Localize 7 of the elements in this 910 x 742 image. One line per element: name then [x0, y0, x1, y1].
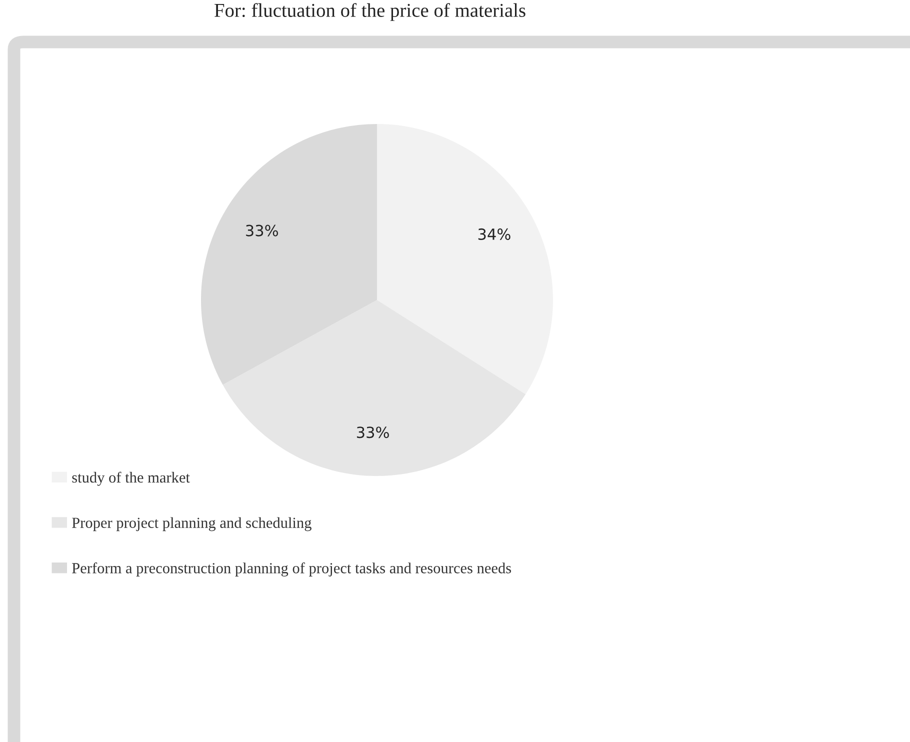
legend-label: study of the market	[72, 472, 190, 486]
legend-label: Perform a preconstruction planning of project tasks and resources needs	[72, 562, 512, 576]
data-label: 34%	[478, 228, 510, 240]
data-label: 33%	[356, 426, 389, 438]
legend-label: Proper project planning and scheduling	[72, 517, 312, 532]
data-label: 33%	[246, 224, 278, 236]
chart-title: For: fluctuation of the price of materials	[214, 3, 526, 21]
